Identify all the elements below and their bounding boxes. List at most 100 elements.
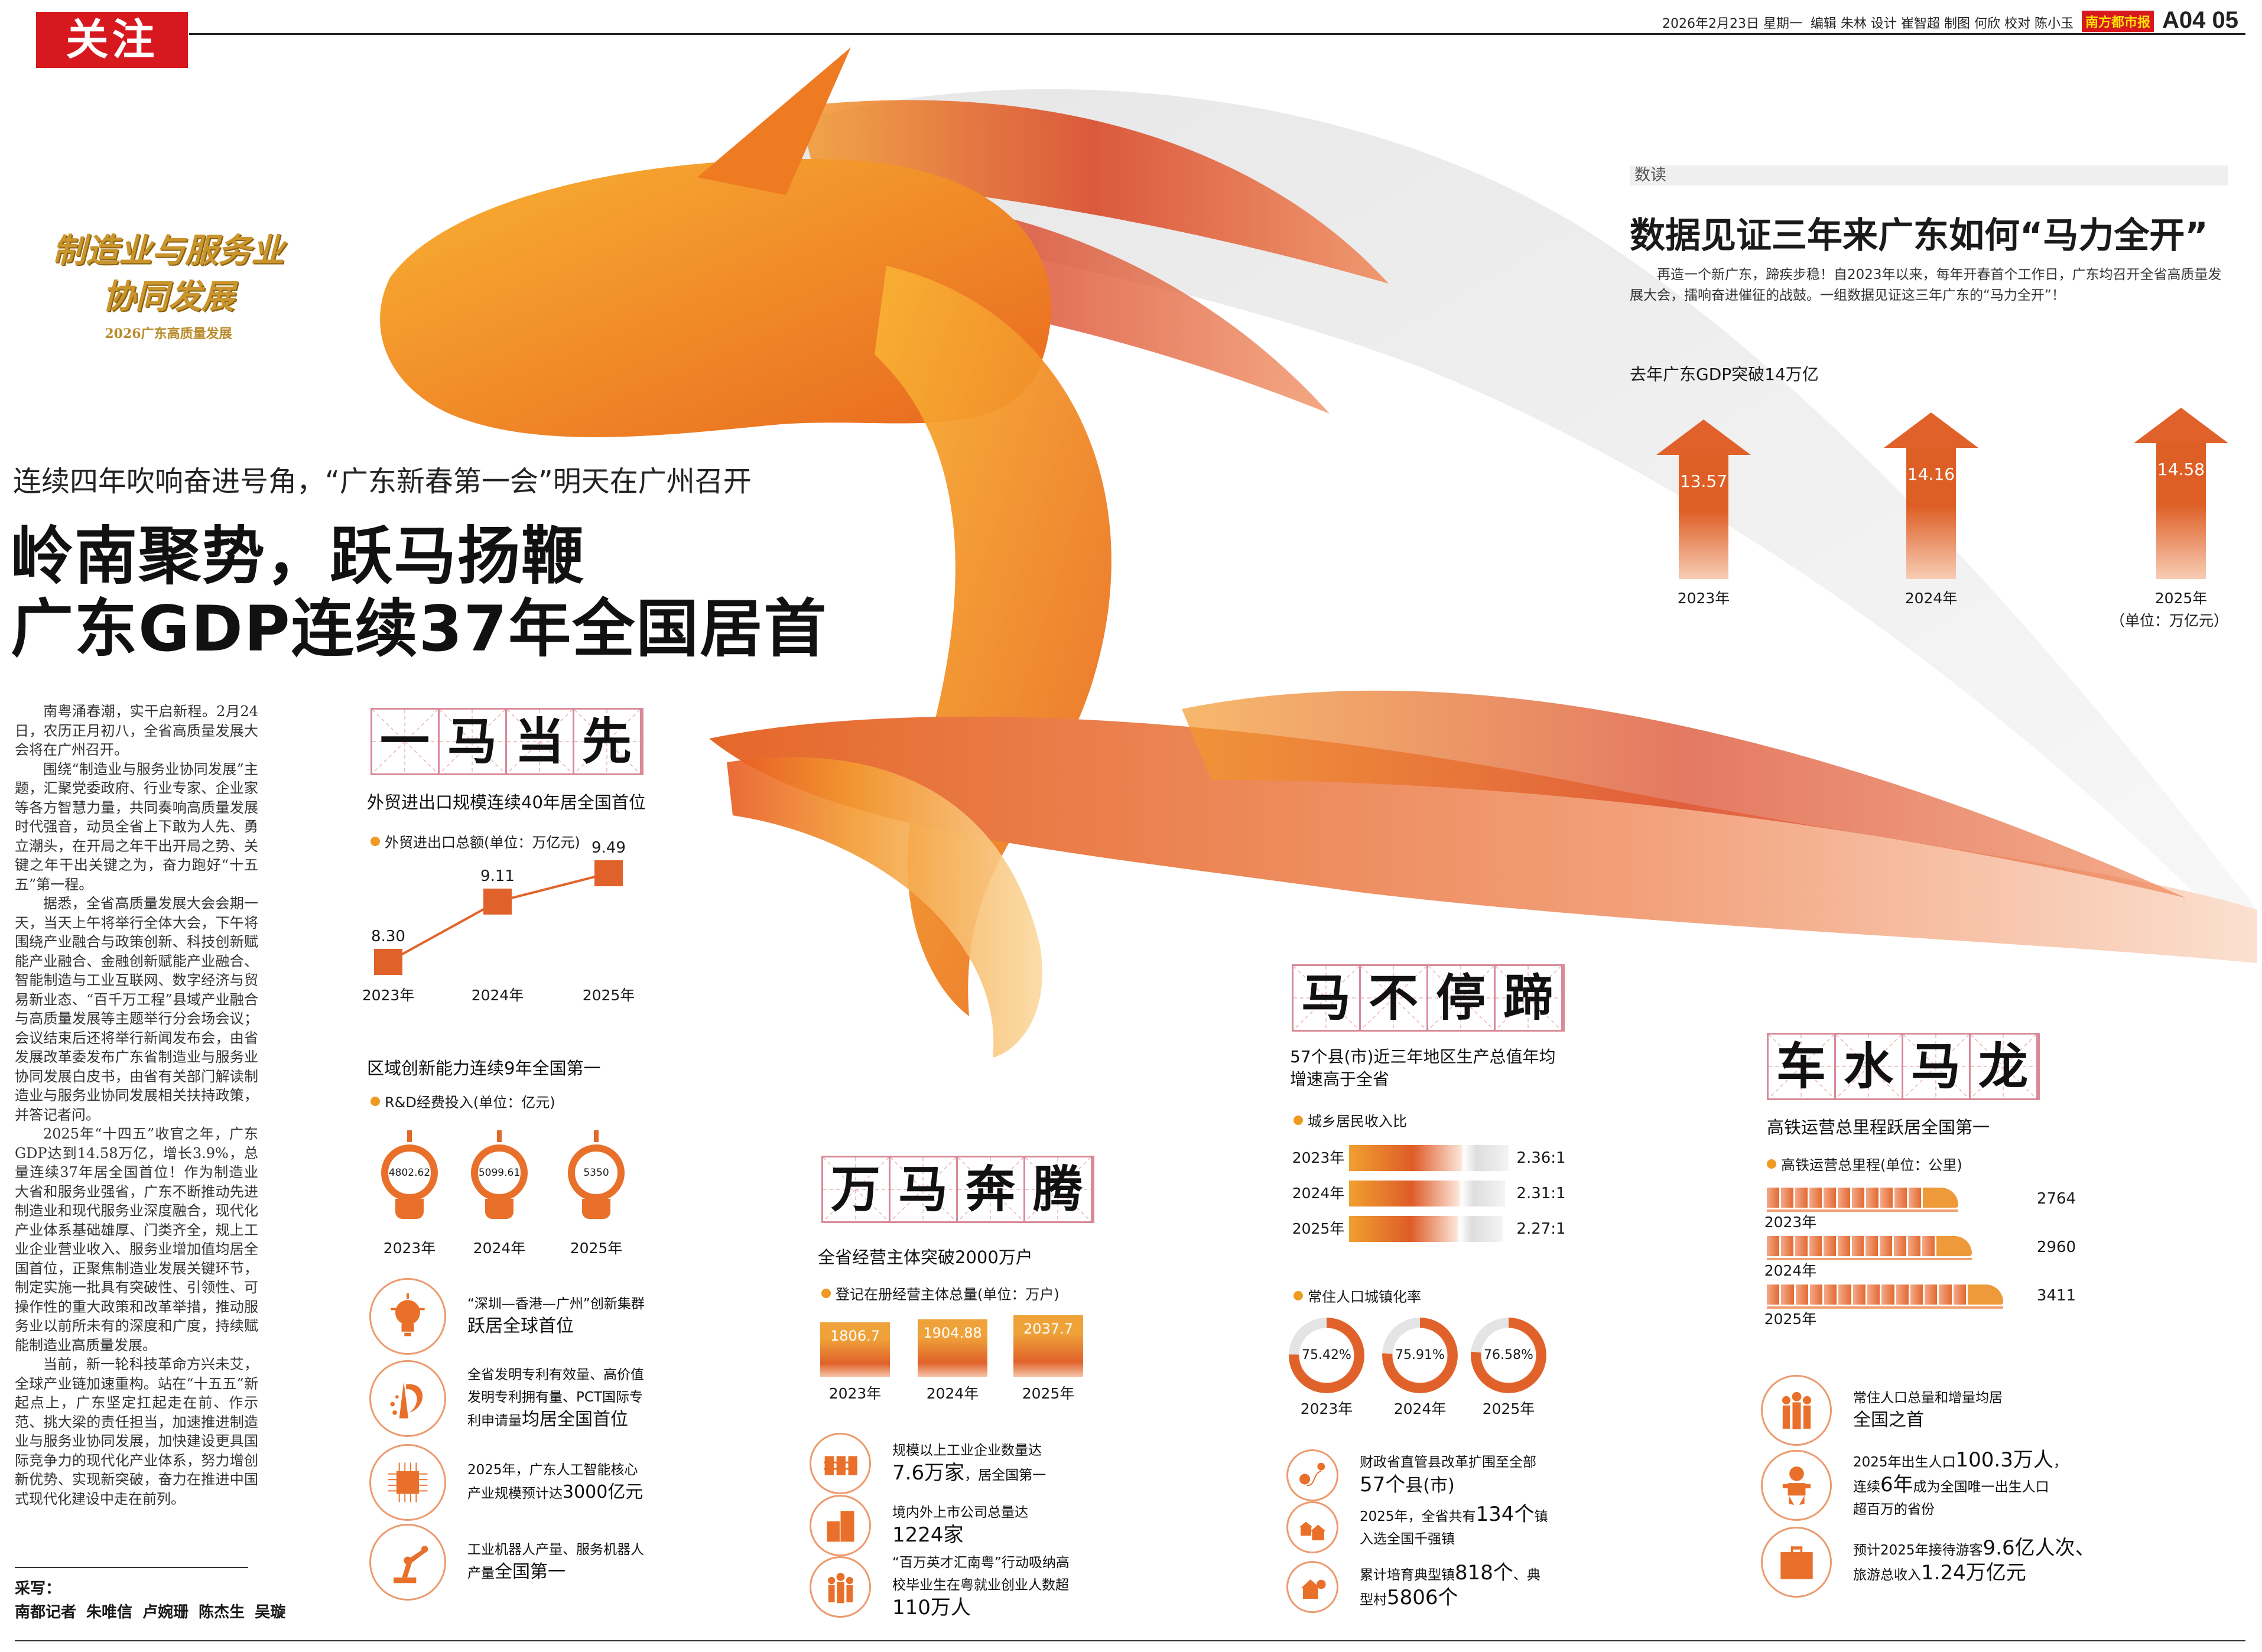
fact-value: 均居全国首位 [522,1409,628,1430]
fact-value: 1224家 [892,1523,964,1547]
grid-guides [372,710,438,773]
chart-legend: 登记在册经营主体总量(单位：万户) [821,1283,1060,1303]
fact-label: 2025年，广东人工智能核心 产业规模预计达 [467,1462,638,1501]
icon-shape [1792,1401,1801,1429]
legend-dot [821,1288,831,1298]
fact-text: 累计培育典型镇818个、典 型村5806个 [1360,1562,1540,1612]
map-route-icon [1299,1462,1325,1487]
train-car [1781,1284,1794,1305]
calligraphy-grid-cell [1903,1035,1971,1098]
grid-guides [507,710,573,773]
entity-value: 1806.7 [830,1327,880,1344]
icon-shape [823,1467,857,1469]
grid-line [507,710,573,773]
fact-item: 预计2025年接待游客9.6亿人次、 旅游总收入1.24万亿元 [1761,1527,2095,1598]
train-track [1767,1258,1972,1260]
section-subtitle: 全省经营主体突破2000万户 [818,1247,1033,1267]
horse-ear [697,47,851,195]
fact-value: 818个 [1455,1561,1513,1585]
fact-item: 累计培育典型镇818个、典 型村5806个 [1286,1561,1540,1613]
icon-shape [828,1585,835,1602]
legend-label: 高铁运营总里程(单位：公里) [1781,1157,1962,1173]
ratio-year: 2025年 [1292,1220,1345,1237]
rd-year: 2023年 [383,1240,436,1257]
calligraphy-grid-cell [890,1157,958,1221]
icon-shape [824,1455,834,1475]
fact-label: 旅游总收入 [1853,1568,1921,1583]
calligraphy-heading-text: 万马奔腾 [831,1160,1101,1218]
bulb-ray [407,1130,412,1142]
urbanization-year: 2025年 [1482,1400,1535,1417]
ratio-value: 2.31:1 [1516,1185,1566,1202]
icon-shape [840,1510,854,1542]
grid-guides [958,1157,1023,1221]
icon-shape [415,1462,417,1471]
train-car [1767,1284,1780,1305]
icon-shape [848,1455,857,1475]
icon-shape [388,1473,396,1475]
urbanization-donut [1289,1318,1364,1393]
gdp-value: 14.58 [2157,460,2205,479]
calligraphy-grid-cell [958,1157,1025,1221]
train-car [1767,1236,1779,1256]
train-car [1795,1236,1808,1256]
fact-label: 规模以上工业企业数量达 [892,1443,1042,1458]
icon-shape [1302,1588,1318,1599]
byline-label: 采写： [15,1580,61,1598]
fact-value: 110万人 [892,1596,971,1620]
icon-shape [407,1293,409,1299]
fact-label: 预计2025年接待游客 [1853,1543,1983,1558]
grid-line [1836,1035,1902,1098]
section-cheshuimalong: 车水马龙 高铁运营总里程跃居全国第一 高铁运营总里程(单位：公里) 2764 2023年… [1761,1033,2251,1630]
village-house-icon [1301,1579,1326,1599]
fact-text: 预计2025年接待游客9.6亿人次、 旅游总收入1.24万亿元 [1853,1537,2095,1587]
trade-marker [374,949,402,975]
fact-label: 常住人口总量和增量均居 [1853,1390,2003,1406]
icon-shape [1802,1396,1811,1404]
horse-body-ribbon [709,716,2257,963]
trade-value: 8.30 [371,928,405,945]
train-car [1824,1188,1837,1208]
train-car [1852,1284,1866,1305]
legend-dot [370,1096,380,1106]
byline: 南都记者 朱唯信 卢婉珊 陈杰生 吴璇 [15,1604,286,1621]
chart-legend: 高铁运营总里程(单位：公里) [1767,1153,1962,1174]
icon-shape [415,1494,417,1503]
issue-date: 2026年2月23日 星期一 [1662,17,1803,31]
fact-item: 2025年，广东人工智能核心 产业规模预计达3000亿元 [369,1444,643,1521]
trade-year: 2023年 [362,987,415,1004]
icon-shape [404,1556,412,1565]
arrow-shaft [2156,443,2206,579]
chart-legend: R&D经费投入(单位：亿元) [370,1091,555,1111]
icon-shape [1803,1405,1811,1429]
credits: 编辑 朱林 设计 崔智超 制图 何欣 校对 陈小玉 [1811,17,2074,31]
theme-logo-line1: 制造业与服务业 [53,231,284,270]
icon-shape [410,1462,411,1471]
grid-guides [890,1157,956,1221]
fact-label: 境内外上市公司总量达 [892,1505,1028,1520]
headline-kicker: 连续四年吹响奋进号角，“广东新春第一会”明天在广州召开 [13,465,752,498]
grid-guides [1836,1035,1902,1098]
train-year: 2024年 [1764,1262,1817,1279]
icon-circle [810,1556,871,1618]
fact-list: “深圳—香港—广州”创新集群 跃居全球首位 全省发明专利有效量、高价值 发明专利拥… [369,708,654,1630]
headline-title-2: 广东GDP连续37年全国居首 [11,593,828,665]
fact-value: 全国之首 [1853,1410,1924,1430]
icon-shape [419,1308,425,1310]
grid-line [1428,966,1494,1030]
train-track [1767,1209,1959,1212]
grid-line [1361,966,1426,1030]
icon-shape [1804,1484,1811,1488]
article-paragraph: 据悉，全省高质量发展大会会期一天，当天上午将举行全体大会，下午将围绕产业融合与政… [15,895,258,1123]
fact-item: 2025年，全省共有134个镇 入选全国千强镇 [1286,1501,1548,1553]
train-car [1880,1236,1893,1256]
family-icon [1782,1391,1811,1429]
calligraphy-heading: 马不停蹄 [1292,964,1565,1032]
fact-value: 9.6亿人次、 [1982,1536,2095,1560]
bulb-ray [594,1130,599,1142]
fact-label: 2025年，全省共有 [1360,1509,1476,1524]
train-car [1909,1188,1922,1208]
fact-value: 3000亿元 [563,1482,644,1503]
icon-shape [392,1410,397,1415]
